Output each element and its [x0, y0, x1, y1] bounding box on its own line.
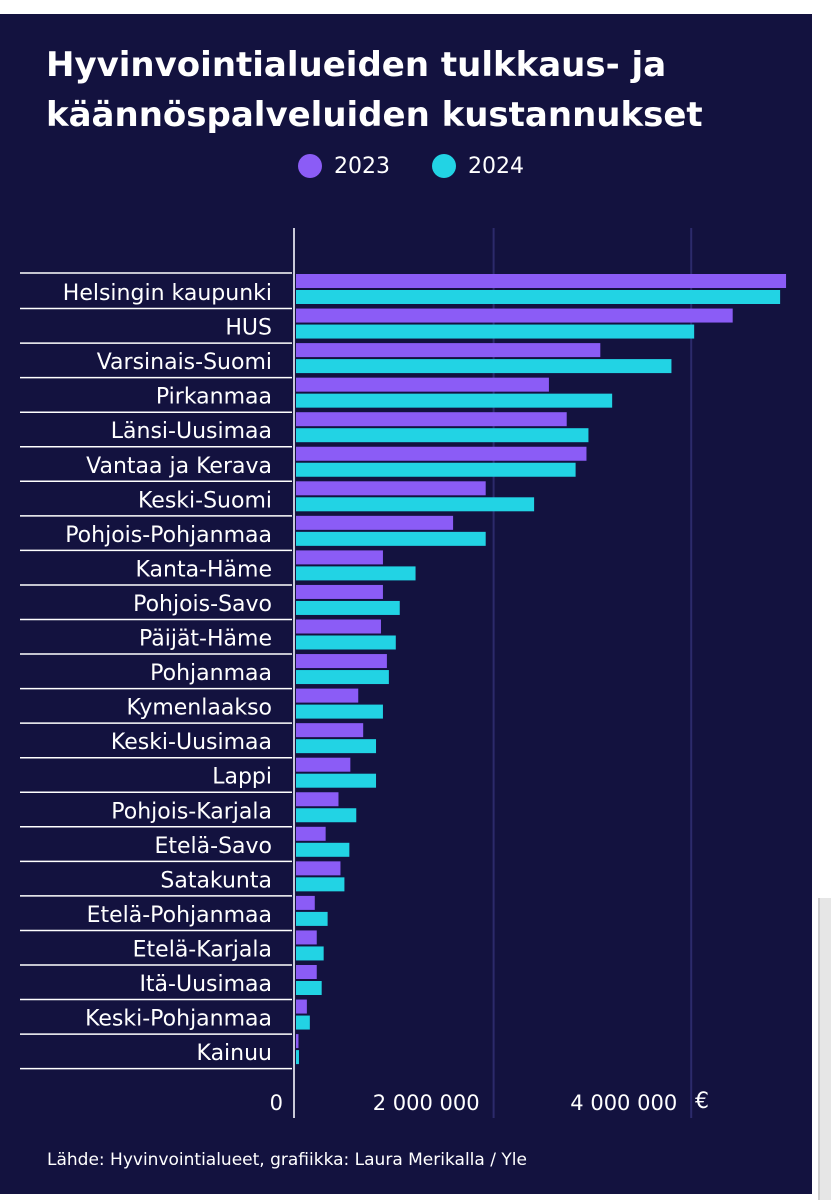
category-label-20: Etelä-Karjala [133, 937, 272, 962]
bar-2023-16 [296, 792, 339, 807]
category-label-23: Kainuu [197, 1041, 272, 1066]
bar-2023-23 [296, 1034, 299, 1049]
bar-2024-15 [296, 773, 377, 788]
bars [296, 274, 787, 1065]
bar-2023-13 [296, 688, 359, 703]
legend-swatch-2024 [432, 154, 456, 178]
bar-2023-22 [296, 999, 307, 1014]
bar-2024-13 [296, 704, 383, 719]
category-labels: Helsingin kaupunki HUS Varsinais-Suomi Pirk… [20, 272, 292, 1070]
category-label-8: Pohjois-Pohjanmaa [65, 523, 272, 548]
category-label-9: Kanta-Häme [135, 557, 272, 582]
bar-2024-17 [296, 842, 350, 857]
adjacent-window-edge [818, 898, 831, 1200]
category-label-13: Kymenlaakso [127, 696, 273, 721]
category-label-10: Pohjois-Savo [133, 592, 272, 617]
category-label-11: Päijät-Häme [139, 627, 272, 652]
bar-2024-22 [296, 1015, 310, 1030]
gridlines [492, 228, 693, 1118]
bar-2023-15 [296, 757, 351, 772]
category-label-1: Helsingin kaupunki [63, 281, 272, 306]
bar-2023-3 [296, 343, 601, 358]
bar-2023-10 [296, 584, 383, 599]
bar-2024-14 [296, 739, 377, 754]
source-note: Lähde: Hyvinvointialueet, grafiikka: Lau… [47, 1150, 527, 1170]
category-label-21: Itä-Uusimaa [139, 972, 272, 997]
bar-2024-21 [296, 981, 322, 995]
x-tick-label-2: 4 000 000 [570, 1091, 677, 1115]
legend: 2023 2024 [0, 153, 812, 179]
category-label-22: Keski-Pohjanmaa [85, 1007, 272, 1032]
category-label-2: HUS [225, 316, 272, 341]
category-label-7: Keski-Suomi [138, 488, 272, 513]
category-label-18: Satakunta [160, 868, 272, 893]
category-label-3: Varsinais-Suomi [97, 350, 272, 375]
bar-2023-9 [296, 550, 383, 565]
x-tick-label-0: 0 [270, 1091, 283, 1115]
bar-2024-6 [296, 462, 576, 477]
bar-2024-16 [296, 808, 357, 823]
category-label-17: Etelä-Savo [154, 834, 272, 859]
bar-2023-17 [296, 826, 326, 841]
chart-title-line-2: käännöspalveluiden kustannukset [46, 95, 703, 135]
bar-2023-6 [296, 446, 587, 461]
bar-2023-5 [296, 412, 567, 427]
bar-2023-11 [296, 619, 381, 634]
bar-2024-8 [296, 531, 486, 546]
bar-2023-8 [296, 515, 454, 530]
category-label-15: Lappi [212, 765, 272, 790]
bar-2023-21 [296, 965, 317, 979]
legend-label-2023: 2023 [334, 153, 390, 179]
legend-item-2024: 2024 [432, 153, 524, 179]
bar-2023-19 [296, 895, 315, 910]
category-label-12: Pohjanmaa [150, 661, 272, 686]
category-label-16: Pohjois-Karjala [111, 799, 272, 824]
legend-swatch-2023 [298, 154, 322, 178]
bar-2023-18 [296, 861, 341, 876]
bar-2024-19 [296, 911, 328, 926]
bar-2024-5 [296, 428, 589, 443]
category-label-4: Pirkanmaa [156, 385, 272, 410]
bar-2024-7 [296, 497, 535, 512]
bar-2024-1 [296, 290, 781, 304]
chart-title: Hyvinvointialueiden tulkkaus- ja käännös… [46, 40, 806, 140]
category-label-6: Vantaa ja Kerava [86, 454, 272, 479]
bar-2024-11 [296, 635, 396, 650]
x-tick-label-1: 2 000 000 [373, 1091, 480, 1115]
bar-2023-20 [296, 930, 317, 945]
bar-2024-12 [296, 670, 389, 685]
bar-2024-9 [296, 566, 416, 581]
bar-2024-2 [296, 324, 695, 339]
bar-2023-2 [296, 308, 733, 323]
bar-2023-4 [296, 377, 549, 392]
chart-title-line-1: Hyvinvointialueiden tulkkaus- ja [46, 45, 667, 85]
bar-2023-12 [296, 654, 387, 669]
legend-item-2023: 2023 [298, 153, 390, 179]
category-label-14: Keski-Uusimaa [111, 730, 272, 755]
category-label-19: Etelä-Pohjanmaa [87, 903, 272, 928]
category-label-5: Länsi-Uusimaa [111, 419, 272, 444]
x-tick-labels: 0 2 000 000 4 000 000 [270, 1091, 678, 1115]
bar-2024-4 [296, 393, 613, 408]
bar-2024-18 [296, 877, 345, 892]
legend-label-2024: 2024 [468, 153, 524, 179]
bar-2023-7 [296, 481, 486, 496]
bar-2023-1 [296, 274, 787, 288]
bar-2024-10 [296, 600, 400, 615]
bar-2024-20 [296, 946, 324, 961]
chart-panel: Hyvinvointialueiden tulkkaus- ja käännös… [0, 14, 812, 1194]
x-unit-label: € [695, 1089, 709, 1114]
bar-2023-14 [296, 723, 364, 738]
bar-2024-3 [296, 359, 672, 374]
bar-2024-23 [296, 1050, 299, 1065]
